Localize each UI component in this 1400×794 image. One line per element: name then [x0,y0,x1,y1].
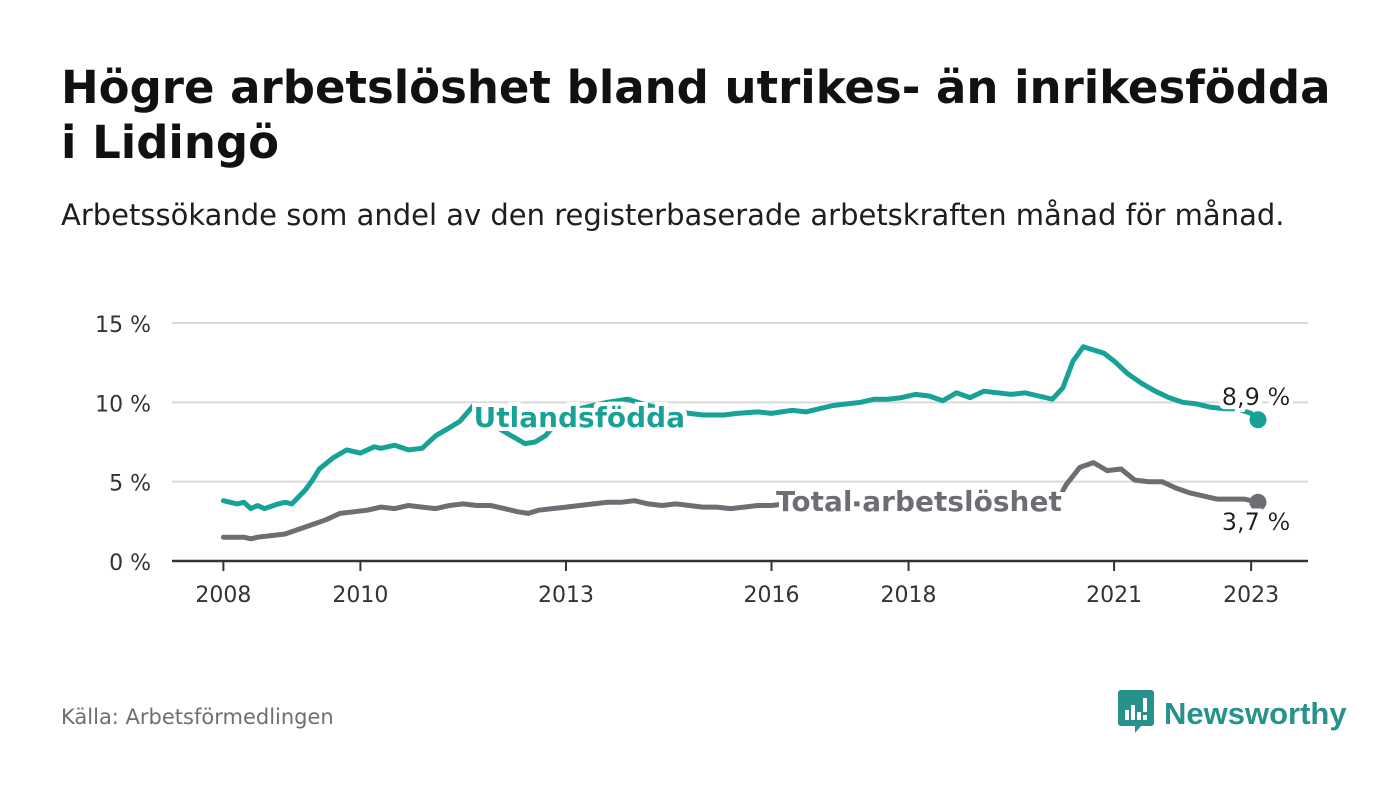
x-tick-label: 2016 [744,583,800,608]
axes: 0 % 5 % 10 % 15 % 2008 2010 2013 2016 2018 2021 20… [95,313,1308,608]
end-value-label-utlandsfodda: 8,9 % [1222,383,1291,411]
series-label-total: Total arbetslöshet [776,485,1062,518]
series-line-utlandsfodda [220,344,1261,512]
y-tick-label: 10 % [95,392,151,417]
source-note: Källa: Arbetsförmedlingen [61,705,334,729]
x-tick-label: 2010 [332,583,388,608]
x-tick-label: 2008 [195,583,251,608]
x-tick-label: 2023 [1223,583,1279,608]
y-tick-label: 5 % [109,472,151,497]
end-value-label-total: 3,7 % [1222,508,1291,536]
brand-logo[interactable]: Newsworthy [1118,690,1347,738]
x-tick-label: 2013 [538,583,594,608]
x-tick-label: 2018 [881,583,937,608]
series-labels: Utlandsfödda Total arbetslöshet 8,9 % 3,7 % [473,383,1290,536]
chart-subtitle: Arbetssökande som andel av den registerb… [61,198,1285,232]
series-lines [220,344,1267,542]
chart-title: Högre arbetslöshet bland utrikes- än inr… [61,61,1331,169]
end-point-utlandsfodda [1249,411,1267,429]
brand-name: Newsworthy [1164,696,1347,731]
line-chart: 0 % 5 % 10 % 15 % 2008 2010 2013 2016 2018 2021 20… [95,313,1308,608]
y-tick-label: 0 % [109,551,151,576]
x-tick-label: 2021 [1086,583,1142,608]
end-point-total [1249,493,1267,511]
series-line-total [220,460,1261,542]
series-label-utlandsfodda: Utlandsfödda [473,401,685,434]
newsworthy-logo-icon [1118,690,1154,738]
y-tick-label: 15 % [95,313,151,338]
gridlines [172,322,1308,483]
